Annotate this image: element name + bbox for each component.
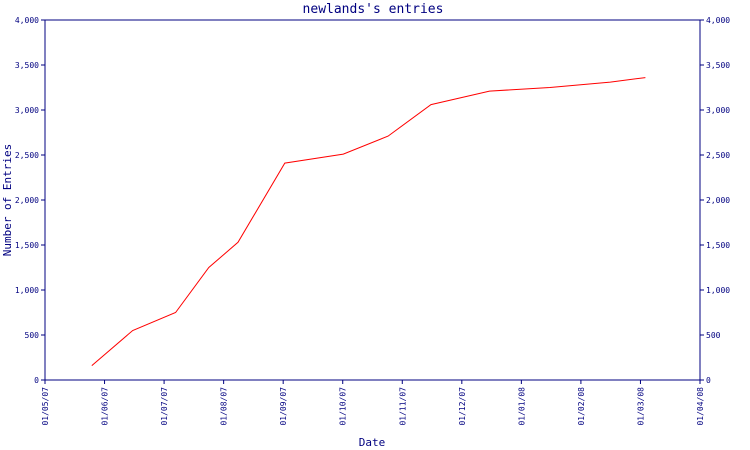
x-tick-label: 01/07/07 bbox=[160, 387, 169, 426]
x-tick-label: 01/03/08 bbox=[636, 387, 645, 426]
y-tick-label-left: 500 bbox=[25, 331, 40, 340]
x-tick-label: 01/09/07 bbox=[279, 387, 288, 426]
y-tick-label-left: 3,000 bbox=[15, 106, 39, 115]
x-axis-label: Date bbox=[359, 436, 386, 449]
x-tick-label: 01/10/07 bbox=[339, 387, 348, 426]
y-tick-label-right: 3,000 bbox=[706, 106, 730, 115]
x-axis: 01/05/07 01/06/07 01/07/07 01/08/07 01/09/07… bbox=[41, 380, 705, 426]
y-tick-label-right: 500 bbox=[706, 331, 721, 340]
y-tick-label-right: 1,000 bbox=[706, 286, 730, 295]
x-tick-label: 01/11/07 bbox=[398, 387, 407, 426]
x-tick-label: 01/01/08 bbox=[517, 387, 526, 426]
series-line bbox=[91, 77, 646, 366]
x-tick-label: 01/05/07 bbox=[41, 387, 50, 426]
y-tick-label-left: 2,500 bbox=[15, 151, 39, 160]
series-group bbox=[91, 77, 646, 366]
y-tick-label-left: 4,000 bbox=[15, 16, 39, 25]
y-tick-label-right: 2,500 bbox=[706, 151, 730, 160]
y-tick-label-right: 2,000 bbox=[706, 196, 730, 205]
y-tick-label-right: 4,000 bbox=[706, 16, 730, 25]
y-tick-label-left: 2,000 bbox=[15, 196, 39, 205]
x-tick-label: 01/08/07 bbox=[220, 387, 229, 426]
y-tick-label-right: 3,500 bbox=[706, 61, 730, 70]
y-axis-left: 0 500 1,000 1,500 2,000 2,500 3,000 3,500 4,000 bbox=[15, 16, 45, 385]
y-tick-label-right: 1,500 bbox=[706, 241, 730, 250]
y-tick-label-left: 0 bbox=[34, 376, 39, 385]
x-tick-label: 01/04/08 bbox=[696, 387, 705, 426]
x-tick-label: 01/12/07 bbox=[458, 387, 467, 426]
y-tick-label-left: 1,000 bbox=[15, 286, 39, 295]
x-tick-label: 01/02/08 bbox=[577, 387, 586, 426]
y-axis-label: Number of Entries bbox=[1, 144, 14, 257]
y-tick-label-left: 1,500 bbox=[15, 241, 39, 250]
y-tick-label-right: 0 bbox=[706, 376, 711, 385]
y-tick-label-left: 3,500 bbox=[15, 61, 39, 70]
x-tick-label: 01/06/07 bbox=[101, 387, 110, 426]
y-axis-right: 0 500 1,000 1,500 2,000 2,500 3,000 3,500 4,000 bbox=[700, 16, 730, 385]
chart-title: newlands's entries bbox=[303, 2, 444, 17]
